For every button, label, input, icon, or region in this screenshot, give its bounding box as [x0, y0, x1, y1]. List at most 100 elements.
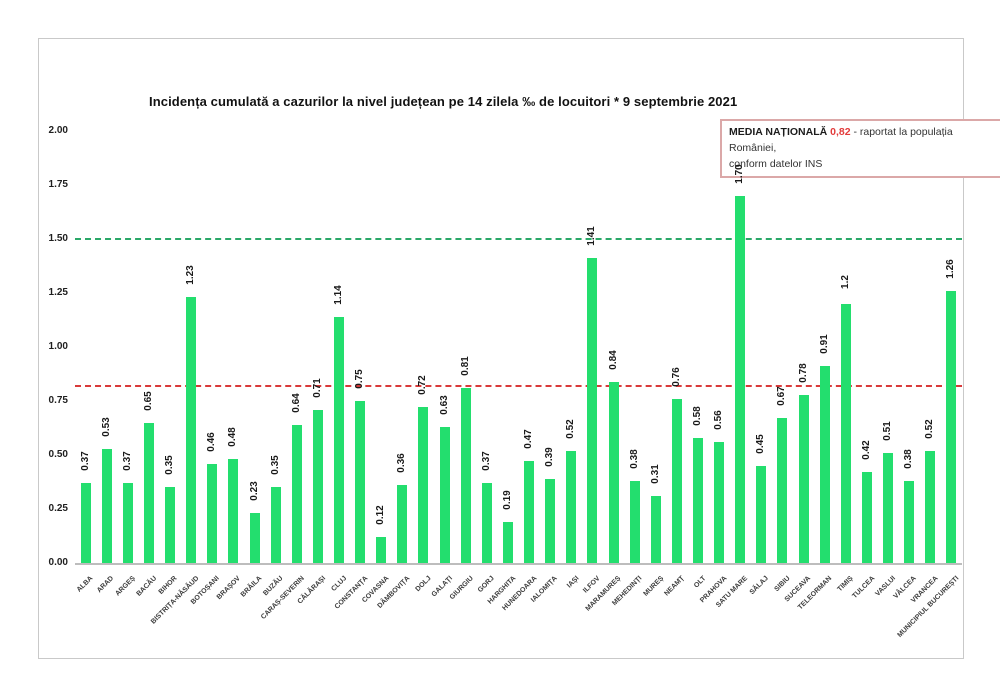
bar-value-label: 0.36 — [396, 453, 408, 473]
bar — [312, 409, 323, 563]
bar-value-label: 1.2 — [839, 274, 851, 289]
x-tick-label: ALBA — [75, 575, 95, 594]
bar-value-label: 0.31 — [649, 464, 661, 484]
bar — [333, 316, 344, 563]
bar — [502, 521, 513, 563]
bar-value-label: 0.35 — [164, 455, 176, 476]
national-average-value: 0,82 — [830, 126, 851, 138]
bar — [143, 422, 154, 563]
bar — [861, 472, 872, 563]
bar — [186, 297, 197, 563]
y-tick-label: 1.75 — [48, 179, 68, 190]
bar-value-label: 0.81 — [459, 356, 471, 376]
bar — [629, 480, 640, 563]
bar — [819, 366, 830, 563]
bar-value-label: 0.35 — [269, 455, 281, 476]
y-tick-label: 0.50 — [48, 449, 68, 460]
bar-value-label: 0.42 — [860, 440, 872, 461]
bar — [946, 290, 957, 563]
bar — [587, 258, 598, 563]
bar-value-label: 0.19 — [501, 490, 513, 510]
bar — [545, 478, 556, 563]
bar — [376, 537, 387, 563]
bar-value-label: 0.63 — [438, 395, 450, 415]
bar — [165, 487, 176, 563]
bar — [798, 394, 809, 563]
bar — [883, 452, 894, 563]
chart-title: Incidența cumulată a cazurilor la nivel … — [149, 94, 738, 109]
bar-value-label: 0.12 — [375, 505, 387, 525]
bar-value-label: 0.78 — [797, 362, 809, 383]
x-tick-label: NEAMȚ — [663, 575, 686, 598]
bar — [270, 487, 281, 563]
bar — [777, 418, 788, 563]
national-average-suffix: - raportat la populația României, — [729, 126, 953, 154]
x-tick-label: IAȘI — [565, 575, 581, 590]
bar-value-label: 0.48 — [227, 427, 239, 448]
bar-value-label: 0.37 — [121, 451, 133, 471]
bar-value-label: 0.53 — [100, 416, 112, 437]
bar — [355, 401, 366, 563]
bar-value-label: 0.91 — [818, 334, 830, 355]
bar-value-label: 0.67 — [776, 386, 788, 407]
bar-value-label: 1.70 — [734, 164, 746, 184]
bar — [756, 465, 767, 563]
bar — [650, 496, 661, 563]
bar — [566, 450, 577, 563]
y-tick-label: 0.25 — [48, 503, 68, 514]
bar-value-label: 1.41 — [586, 226, 598, 247]
y-tick-label: 1.00 — [48, 341, 68, 352]
x-tick-label: SIBIU — [773, 575, 792, 594]
bar-value-label: 0.71 — [311, 377, 323, 398]
bar-value-label: 0.37 — [79, 451, 91, 471]
bar — [714, 442, 725, 563]
bar — [925, 450, 936, 563]
reference-line-1.5 — [75, 238, 962, 240]
x-tick-label: ILFOV — [581, 575, 602, 595]
bar — [249, 513, 260, 563]
y-tick-label: 1.50 — [48, 233, 68, 244]
bar — [418, 407, 429, 563]
x-tick-label: ARGEȘ — [114, 575, 137, 598]
bar-value-label: 0.52 — [565, 418, 577, 439]
x-tick-label: CLUJ — [330, 575, 348, 593]
bar-value-label: 1.23 — [185, 265, 197, 286]
bar — [735, 195, 746, 563]
bar-value-label: 0.38 — [903, 449, 915, 469]
bar-value-label: 0.45 — [755, 434, 767, 454]
x-tick-label: SĂLAJ — [749, 575, 771, 597]
national-average-line2: conform datelor INS — [729, 157, 823, 170]
bar-value-label: 0.75 — [354, 369, 366, 389]
bar-value-label: 0.38 — [628, 449, 640, 469]
x-tick-label: MUREȘ — [641, 575, 665, 598]
bar — [671, 398, 682, 563]
y-axis: 2.00 1.75 1.50 1.25 1.00 0.75 0.50 0.25 0.00 — [24, 125, 68, 568]
bar-value-label: 0.64 — [290, 393, 302, 413]
x-tick-label: BRĂILA — [239, 575, 264, 599]
y-tick-label: 0.00 — [48, 557, 68, 568]
bar — [101, 448, 112, 563]
y-tick-label: 0.75 — [48, 395, 68, 406]
bar-value-label: 0.65 — [142, 390, 154, 411]
bar — [228, 459, 239, 563]
bar — [904, 480, 915, 563]
bar-value-label: 0.84 — [607, 349, 619, 370]
x-tick-label: ARAD — [96, 575, 116, 595]
reference-line-0.82 — [75, 384, 962, 387]
bar — [291, 424, 302, 563]
bar-value-label: 1.26 — [945, 259, 957, 279]
bar-value-label: 0.23 — [248, 481, 260, 502]
bar-value-label: 0.51 — [882, 421, 894, 441]
national-average-box: MEDIA NAȚIONALĂ 0,82 - raportat la popul… — [720, 119, 1000, 179]
bar-value-label: 0.37 — [480, 451, 492, 471]
y-tick-label: 1.25 — [48, 287, 68, 298]
bar-value-label: 0.52 — [924, 418, 936, 439]
bar — [524, 461, 535, 563]
bar — [481, 483, 492, 563]
bar — [693, 437, 703, 563]
x-tick-label: TIMIȘ — [836, 575, 855, 594]
bar — [840, 303, 851, 563]
bar-value-label: 0.58 — [692, 406, 703, 426]
national-average-label: MEDIA NAȚIONALĂ — [729, 126, 828, 138]
bar — [397, 485, 408, 563]
